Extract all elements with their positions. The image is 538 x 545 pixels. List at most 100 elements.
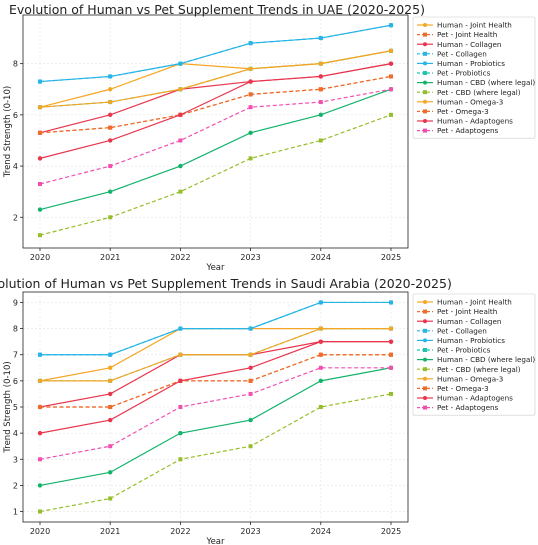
data-point xyxy=(178,430,183,436)
series-pet-omega-3 xyxy=(38,74,393,135)
legend-marker xyxy=(423,99,427,104)
data-point xyxy=(37,104,43,110)
legend-marker xyxy=(423,128,427,133)
legend-entry: Pet - Adaptogens xyxy=(437,126,499,135)
data-point xyxy=(108,365,113,370)
data-point xyxy=(388,61,394,66)
legend-entry: Pet - Omega-3 xyxy=(437,107,489,116)
legend-marker xyxy=(423,348,427,352)
data-point xyxy=(38,405,42,409)
x-tick-label: 2024 xyxy=(311,253,331,262)
series-human-probiotics xyxy=(37,23,394,84)
series-pet-cbd-where-legal xyxy=(38,112,393,238)
data-point xyxy=(248,378,253,383)
y-tick-label: 4 xyxy=(13,429,18,438)
legend-marker xyxy=(423,309,427,314)
data-point xyxy=(178,61,183,66)
data-point xyxy=(178,163,183,169)
data-point xyxy=(389,365,393,370)
legend-marker xyxy=(423,338,427,343)
legend-marker xyxy=(423,109,427,114)
data-point xyxy=(318,365,323,370)
legend-entry: Human - Joint Health xyxy=(437,21,512,30)
y-tick-label: 2 xyxy=(13,481,18,490)
data-point xyxy=(248,391,253,396)
chart-title: Evolution of Human vs Pet Supplement Tre… xyxy=(9,2,425,17)
data-point xyxy=(388,48,394,54)
data-point xyxy=(108,391,113,397)
data-point xyxy=(108,74,113,79)
data-point xyxy=(248,365,253,370)
data-point xyxy=(108,164,113,169)
x-axis-label: Year xyxy=(206,263,226,273)
legend-entry: Human - Probiotics xyxy=(437,59,505,68)
data-point xyxy=(389,87,393,92)
legend-entry: Human - Adaptogens xyxy=(437,117,513,126)
data-point xyxy=(248,352,253,357)
data-point xyxy=(248,40,253,46)
series-line xyxy=(40,301,391,356)
x-tick-label: 2025 xyxy=(381,253,401,262)
x-tick-label: 2022 xyxy=(170,527,190,536)
data-point xyxy=(108,470,113,475)
legend-entry: Human - CBD (where legal) xyxy=(437,355,535,364)
y-tick-label: 2 xyxy=(13,213,18,222)
legend-marker xyxy=(423,300,427,304)
series-line xyxy=(39,367,392,486)
data-point xyxy=(248,92,253,97)
legend-marker xyxy=(423,51,427,56)
legend-entry: Pet - Collagen xyxy=(437,49,487,58)
data-point xyxy=(389,391,393,396)
data-point xyxy=(38,457,42,462)
series-line xyxy=(39,50,392,108)
x-tick-label: 2021 xyxy=(100,253,120,262)
data-point xyxy=(318,326,323,331)
data-point xyxy=(108,378,113,384)
data-point xyxy=(37,79,43,84)
data-point xyxy=(248,156,253,161)
data-point xyxy=(388,23,394,28)
data-point xyxy=(108,99,113,105)
legend-entry: Human - Omega-3 xyxy=(437,374,503,383)
y-tick-label: 8 xyxy=(13,325,18,334)
legend-marker xyxy=(423,405,427,410)
legend-entry: Human - Probiotics xyxy=(437,336,505,345)
legend-marker xyxy=(423,319,427,324)
x-axis-label: Year xyxy=(206,537,226,545)
data-point xyxy=(248,79,253,84)
y-tick-label: 7 xyxy=(13,351,18,360)
legend-entry: Human - Omega-3 xyxy=(437,97,503,106)
legend-entry: Human - Joint Health xyxy=(437,298,512,307)
legend-marker xyxy=(423,328,427,333)
series-pet-adaptogens xyxy=(38,87,393,186)
x-tick-label: 2021 xyxy=(100,527,120,536)
y-axis-label: Trend Strength (0-10) xyxy=(3,86,13,178)
series-line xyxy=(39,367,391,460)
legend-marker xyxy=(423,23,427,27)
legend-entry: Human - Collagen xyxy=(437,317,501,326)
data-point xyxy=(389,74,393,79)
legend-box xyxy=(412,16,536,139)
chart-uae: Evolution of Human vs Pet Supplement Tre… xyxy=(3,2,535,273)
data-point xyxy=(108,405,113,409)
data-point xyxy=(248,417,253,423)
legend-marker xyxy=(423,367,427,372)
data-point xyxy=(318,378,323,384)
data-point xyxy=(388,339,394,344)
series-line xyxy=(40,327,391,382)
series-human-omega-3 xyxy=(37,48,394,110)
chart-title: Evolution of Human vs Pet Supplement Tre… xyxy=(0,276,452,291)
x-tick-label: 2023 xyxy=(240,253,260,262)
series-line xyxy=(39,63,392,159)
data-point xyxy=(108,112,113,118)
data-point xyxy=(37,352,43,357)
data-point xyxy=(318,352,323,357)
chart-saudi-arabia: Evolution of Human vs Pet Supplement Tre… xyxy=(0,276,535,545)
series-line xyxy=(39,24,392,83)
y-tick-label: 8 xyxy=(13,60,18,69)
legend-marker xyxy=(423,357,427,362)
data-point xyxy=(318,35,323,41)
legend-entry: Pet - CBD (where legal) xyxy=(437,88,521,97)
